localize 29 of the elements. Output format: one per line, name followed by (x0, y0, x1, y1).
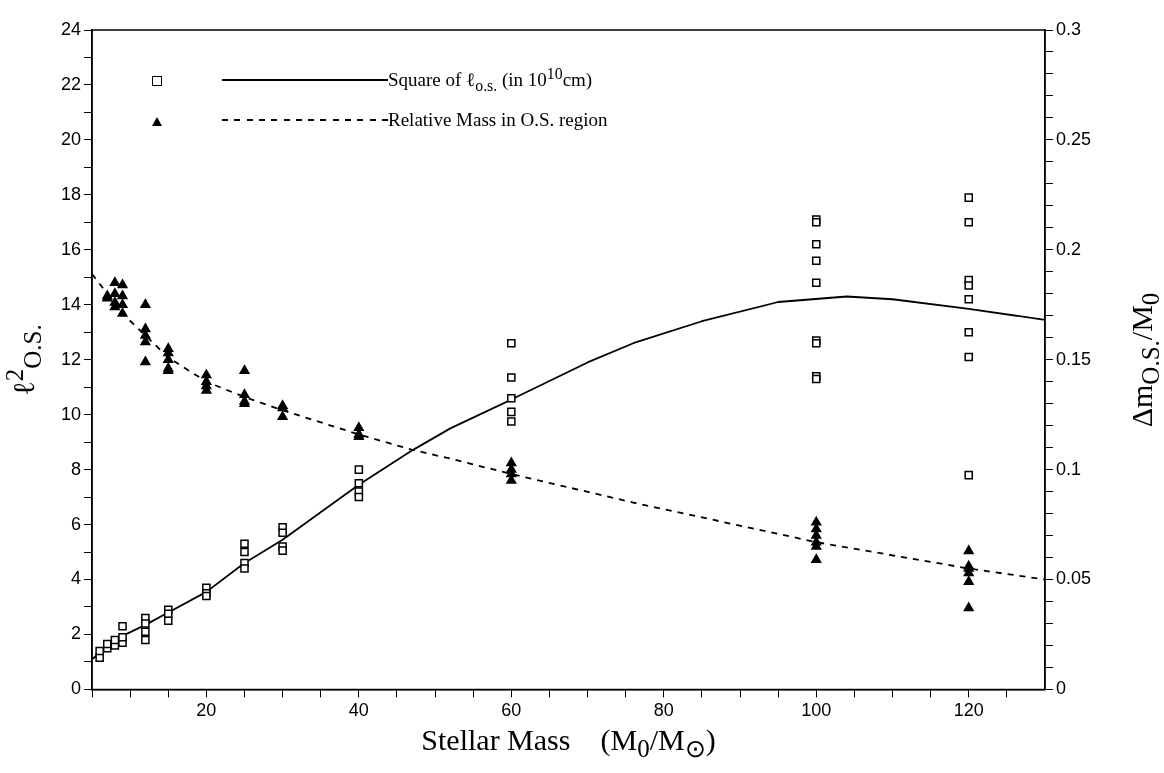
y2-tick-label: 0.05 (1055, 568, 1092, 589)
y-tick-label: 18 (60, 183, 82, 204)
x-tick-label: 100 (801, 700, 832, 721)
y-tick-label: 6 (71, 513, 82, 534)
y2-tick-label: 0.3 (1055, 18, 1081, 39)
legend-label: Relative Mass in O.S. region (388, 109, 608, 131)
x-tick-label: 60 (501, 700, 522, 721)
y2-tick-label: 0.2 (1055, 238, 1081, 259)
x-tick-label: 120 (953, 700, 984, 721)
y-tick-label: 4 (71, 568, 82, 589)
y-tick-label: 8 (71, 458, 82, 479)
x-tick-label: 40 (348, 700, 369, 721)
y-tick-label: 0 (71, 678, 82, 699)
y2-tick-label: 0.1 (1055, 458, 1081, 479)
x-axis-title: Stellar Mass (M$_{0}$/M$_{⊙}$) (421, 723, 716, 764)
y2-tick-label: 0 (1055, 678, 1066, 699)
y-tick-label: 20 (60, 128, 82, 149)
y-tick-label: 16 (60, 238, 82, 259)
y2-tick-label: 0.15 (1055, 348, 1092, 369)
legend-label: Square of ℓ$_{o.s.}$ (in 10$^{10}$cm) (388, 64, 593, 96)
y-tick-label: 12 (60, 348, 82, 369)
y-tick-label: 2 (71, 623, 82, 644)
y-tick-label: 14 (60, 293, 82, 314)
y2-tick-label: 0.25 (1055, 128, 1092, 149)
x-tick-label: 20 (196, 700, 217, 721)
x-tick-label: 80 (653, 700, 674, 721)
y-tick-label: 22 (60, 73, 82, 94)
y-tick-label: 24 (60, 18, 82, 39)
y-tick-label: 10 (60, 403, 82, 424)
